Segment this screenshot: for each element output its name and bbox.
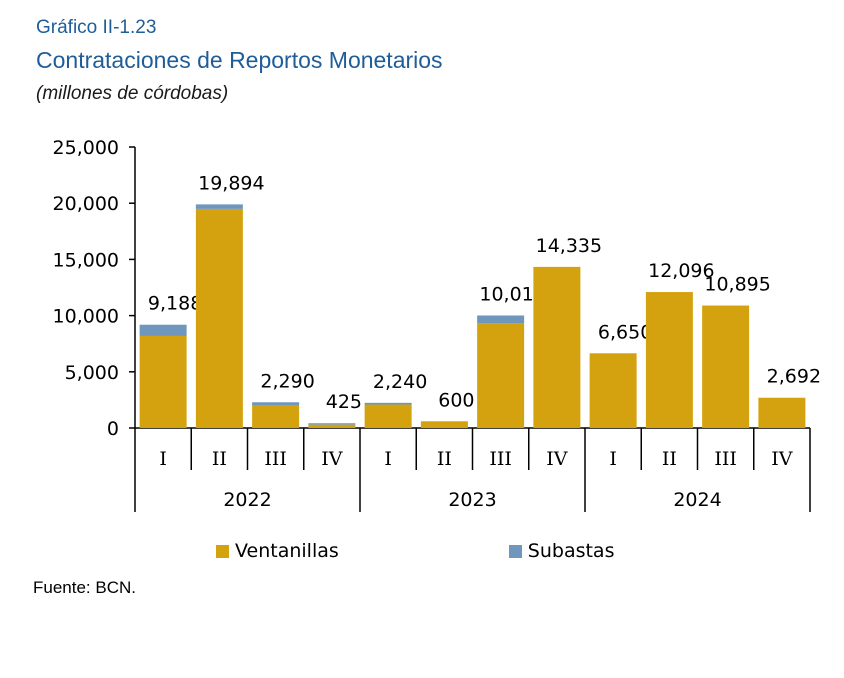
bar-ventanillas [645, 292, 693, 428]
category-label: I [384, 448, 392, 470]
bar-subastas [364, 402, 412, 405]
category-label: III [489, 448, 512, 470]
legend-label-ventanillas: Ventanillas [235, 540, 339, 562]
category-label: III [264, 448, 287, 470]
legend-item-ventanillas: Ventanillas [216, 540, 339, 562]
bar-ventanillas [758, 397, 806, 428]
chart-units: (millones de córdobas) [36, 83, 229, 104]
bar-subastas [308, 423, 356, 425]
data-label: 425 [326, 391, 362, 413]
legend-swatch-ventanillas [216, 544, 229, 558]
bar-subastas [139, 324, 187, 336]
legend-swatch-subastas [508, 544, 522, 558]
legend: Ventanillas Subastas [216, 540, 614, 562]
bar-ventanillas [702, 305, 750, 428]
category-label: I [159, 448, 167, 470]
year-group-label: 2024 [673, 489, 721, 511]
data-label: 600 [438, 389, 474, 411]
bar-chart: 0 5,000 10,000 15,000 20,000 25,000 9,188 I 19,8… [53, 137, 821, 512]
data-label: 19,894 [198, 172, 264, 194]
legend-item-subastas: Subastas [508, 540, 615, 562]
bar-ventanillas [308, 424, 356, 428]
bar-ventanillas [252, 405, 300, 428]
bar-subastas [252, 402, 300, 406]
data-label: 9,188 [148, 293, 202, 315]
chart-header: Gráfico II-1.23 Contrataciones de Report… [36, 14, 443, 110]
source-note: Fuente: BCN. [33, 578, 136, 597]
data-label: 12,096 [648, 260, 714, 282]
bar-ventanillas [420, 421, 468, 428]
y-tick-label: 5,000 [65, 362, 119, 384]
bar-ventanillas [364, 404, 412, 428]
data-label: 2,692 [767, 366, 821, 388]
y-tick-label: 25,000 [53, 137, 119, 159]
category-label: IV [321, 448, 343, 470]
bar-ventanillas [477, 323, 525, 428]
category-label: I [609, 448, 617, 470]
chart-number: Gráfico II-1.23 [36, 17, 157, 38]
legend-label-subastas: Subastas [527, 540, 615, 562]
year-group-label: 2022 [223, 489, 271, 511]
data-label: 6,650 [598, 321, 652, 343]
bar-ventanillas [139, 335, 187, 428]
category-label: II [212, 448, 227, 470]
y-tick-label: 15,000 [53, 249, 119, 271]
data-label: 10,011 [479, 283, 545, 305]
data-label: 2,290 [260, 370, 314, 392]
year-group-label: 2023 [448, 489, 496, 511]
category-label: II [437, 448, 452, 470]
bar-subastas [477, 315, 525, 324]
bar-subastas [195, 204, 243, 209]
chart-title: Contrataciones de Reportos Monetarios [36, 47, 443, 73]
bar-ventanillas [589, 353, 637, 428]
y-tick-label: 0 [107, 418, 119, 440]
data-label: 14,335 [536, 235, 602, 257]
data-label: 2,240 [373, 371, 427, 393]
category-label: IV [771, 448, 793, 470]
bar-ventanillas [533, 266, 581, 428]
category-label: IV [546, 448, 568, 470]
category-label: II [662, 448, 677, 470]
bar-ventanillas [195, 208, 243, 428]
category-label: III [714, 448, 737, 470]
data-label: 10,895 [704, 274, 770, 296]
y-tick-label: 20,000 [53, 193, 119, 215]
y-tick-label: 10,000 [53, 306, 119, 328]
